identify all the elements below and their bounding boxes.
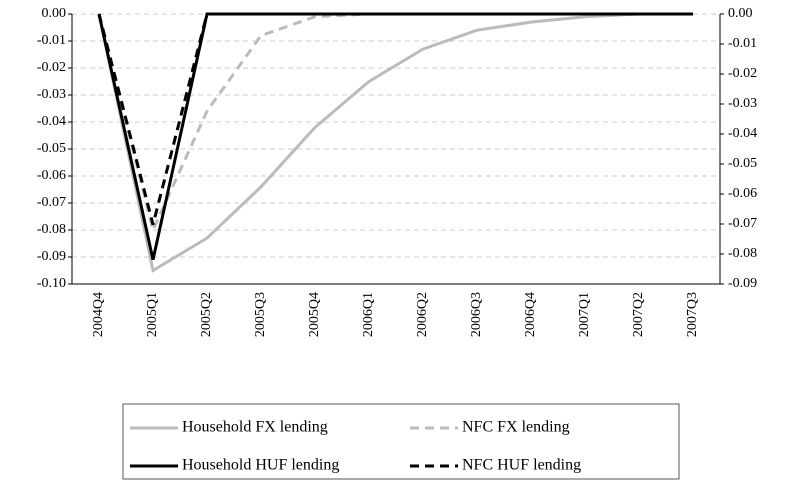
x-tick-label: 2005Q1 [145, 292, 160, 337]
y-tick-label: -0.02 [37, 60, 66, 75]
series-line [97, 12, 693, 261]
x-tick-label: 2005Q3 [253, 292, 268, 337]
legend-label: Household FX lending [182, 419, 328, 436]
x-tick-label: 2006Q4 [523, 292, 538, 337]
x-tick-label: 2006Q2 [415, 292, 430, 337]
y-tick-label: -0.07 [37, 195, 66, 210]
y2-tick-label: -0.03 [728, 96, 757, 111]
y2-tick-label: -0.06 [728, 186, 757, 201]
x-tick-label: 2006Q3 [469, 292, 484, 337]
y2-tick-label: -0.02 [728, 66, 757, 81]
y2-tick-label: -0.01 [728, 36, 757, 51]
y-tick-label: -0.09 [37, 249, 66, 264]
x-tick-label: 2005Q4 [307, 292, 322, 337]
x-tick-label: 2006Q1 [361, 292, 376, 337]
y2-tick-label: -0.08 [728, 246, 757, 261]
y2-tick-label: 0.00 [728, 6, 753, 21]
y-tick-label: -0.05 [37, 141, 66, 156]
y-tick-label: -0.03 [37, 87, 66, 102]
legend-box [122, 403, 680, 480]
x-tick-label: 2005Q2 [199, 292, 214, 337]
series-line [97, 12, 693, 273]
y2-tick-label: -0.09 [728, 276, 757, 291]
legend-label: NFC FX lending [462, 419, 570, 436]
y2-tick-label: -0.05 [728, 156, 757, 171]
y2-tick-label: -0.07 [728, 216, 757, 231]
legend-label: Household HUF lending [182, 457, 339, 474]
y2-tick-label: -0.04 [728, 126, 757, 141]
x-tick-label: 2007Q3 [685, 292, 700, 337]
y-tick-label: -0.06 [37, 168, 66, 183]
x-tick-label: 2007Q1 [577, 292, 592, 337]
y-tick-label: -0.04 [37, 114, 66, 129]
y-tick-label: -0.08 [37, 222, 66, 237]
y-tick-label: 0.00 [42, 6, 67, 21]
series-line [97, 12, 693, 225]
y-tick-label: -0.10 [37, 276, 66, 291]
x-tick-label: 2004Q4 [91, 292, 106, 337]
y-tick-label: -0.01 [37, 33, 66, 48]
legend-label: NFC HUF lending [462, 457, 581, 474]
x-tick-label: 2007Q2 [631, 292, 646, 337]
